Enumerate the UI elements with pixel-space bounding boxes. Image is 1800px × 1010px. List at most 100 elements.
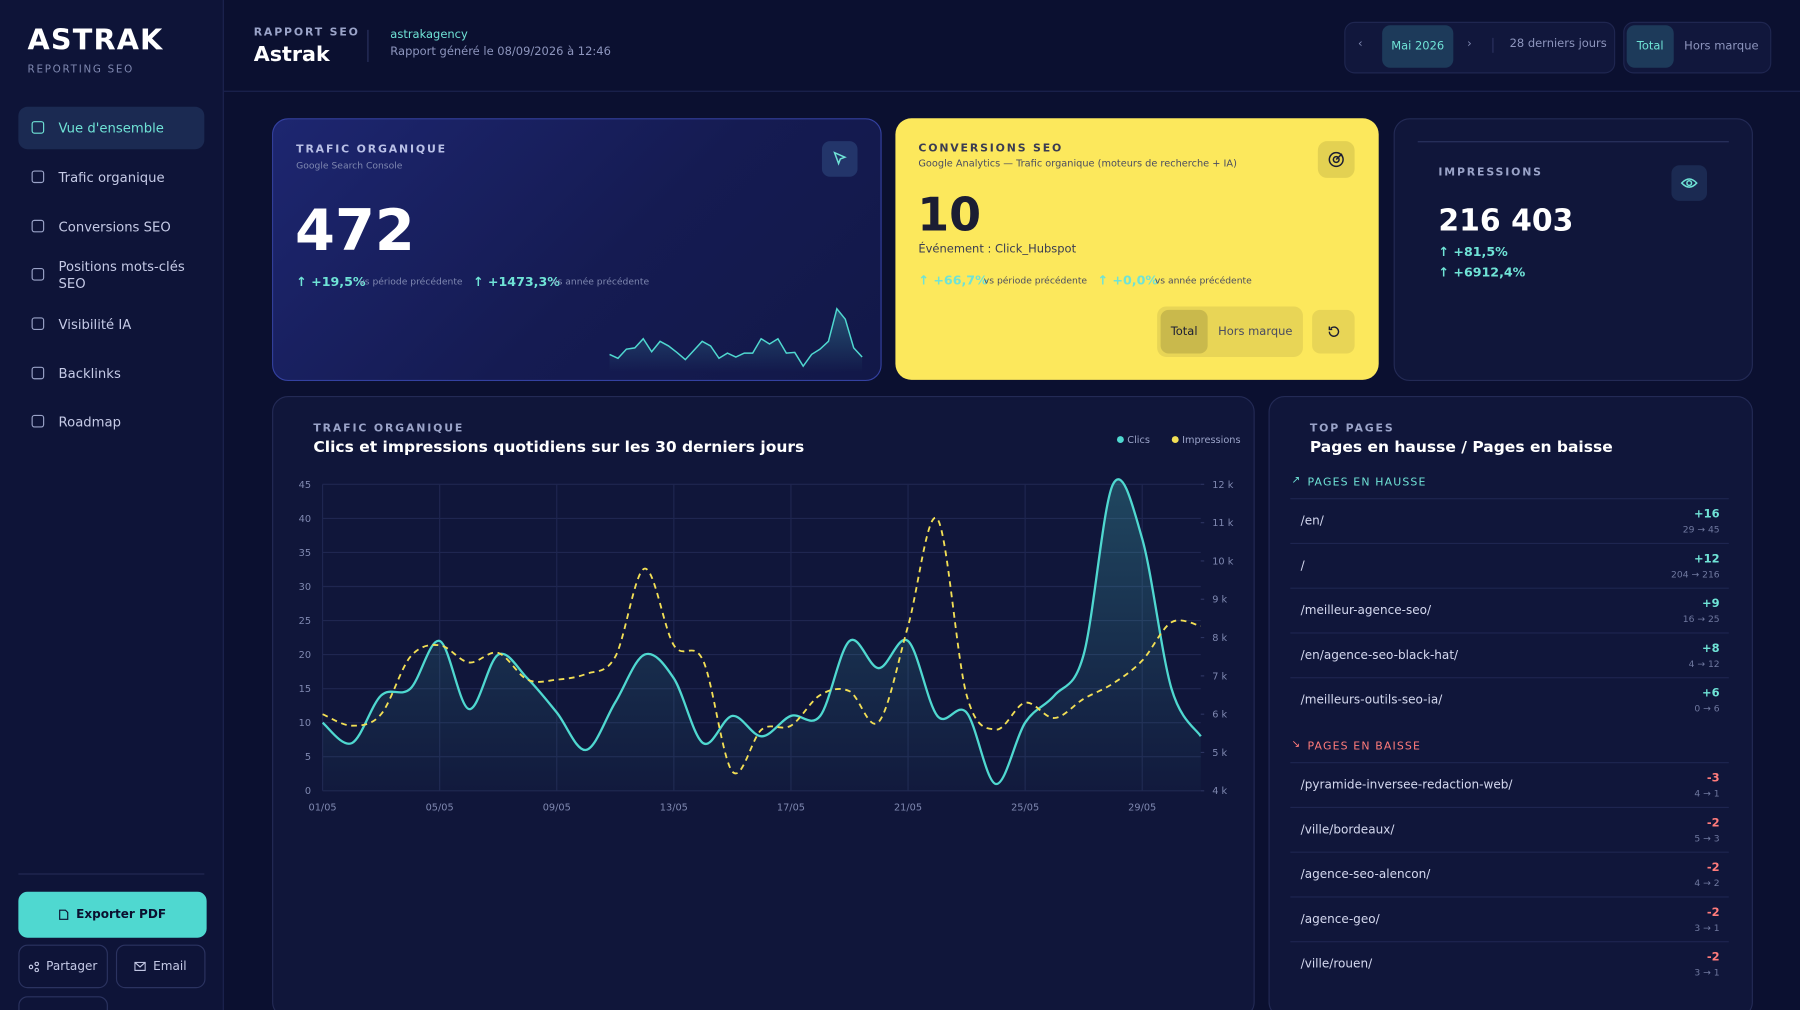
kpi-change-value: +6912,4%	[1453, 265, 1526, 281]
page-row[interactable]: /agence-geo/ -2 3 → 1	[1290, 896, 1729, 942]
page-delta: -2	[1706, 861, 1720, 875]
icon-shape	[31, 414, 45, 428]
icon-shape	[31, 366, 45, 380]
nav-label: Conversions SEO	[58, 218, 171, 235]
page-row[interactable]: /en/ +16 29 → 45	[1290, 498, 1729, 544]
nav-item[interactable]: Roadmap	[18, 401, 204, 443]
kpi-value: 216 403	[1438, 204, 1574, 239]
logo-tagline: REPORTING SEO	[27, 64, 135, 76]
refresh-button[interactable]	[1312, 309, 1355, 354]
period-label[interactable]: 28 derniers jours	[1509, 37, 1607, 51]
kpi-change-value: +0,0%	[1112, 273, 1159, 289]
kpi-value: 472	[295, 197, 415, 264]
more-button[interactable]	[18, 996, 108, 1010]
page-path: /ville/rouen/	[1300, 957, 1373, 971]
y2-tick-label: 7 k	[1212, 671, 1227, 682]
trend-icon: ↘	[1291, 739, 1301, 751]
kpi-change: ↑ +66,7%	[918, 273, 988, 289]
x-tick-label: 13/05	[660, 802, 688, 813]
header-divider	[367, 29, 369, 62]
kpi-label: IMPRESSIONS	[1438, 166, 1543, 180]
export-label: Exporter PDF	[76, 907, 167, 922]
nav-item[interactable]: Backlinks	[18, 352, 204, 394]
y2-tick-label: 6 k	[1212, 710, 1227, 721]
kpi-source: Google Search Console	[296, 160, 403, 172]
area	[322, 479, 1201, 791]
header-title: Astrak	[253, 42, 330, 67]
nav-item[interactable]: Visibilité IA	[18, 303, 204, 345]
sidebar	[0, 0, 224, 1010]
y-tick-label: 0	[305, 786, 311, 797]
next-month[interactable]: ›	[1467, 37, 1472, 51]
segment-brandless[interactable]: Hors marque	[1678, 25, 1764, 67]
kpi-change-value: +81,5%	[1453, 244, 1508, 260]
eye-icon	[1680, 178, 1698, 188]
kpi-change-value: +1473,3%	[487, 274, 560, 290]
kpi-value: 10	[917, 189, 982, 243]
kpi-change-context: vs année précédente	[1154, 275, 1252, 286]
y2-tick-label: 10 k	[1212, 556, 1234, 567]
segment-label: Total	[1636, 40, 1664, 53]
page-row[interactable]: /pyramide-inversee-redaction-web/ -3 4 → 1	[1290, 762, 1729, 808]
email-label: Email	[153, 959, 187, 974]
y-tick-label: 20	[299, 650, 311, 661]
icon-shape	[31, 170, 45, 184]
page-range: 0 → 6	[1694, 703, 1720, 714]
nav-item[interactable]: Conversions SEO	[18, 205, 204, 247]
nav-item[interactable]: Vue d'ensemble	[18, 106, 205, 150]
pdf-icon	[59, 909, 69, 920]
x-tick-label: 25/05	[1011, 802, 1039, 813]
page-row[interactable]: /agence-seo-alencon/ -2 4 → 2	[1290, 851, 1729, 898]
kpi-change: ↑ +81,5%	[1438, 244, 1508, 260]
page-path: /ville/bordeaux/	[1300, 822, 1395, 837]
export-button[interactable]: Exporter PDF	[18, 891, 207, 938]
top-pages-title: Pages en hausse / Pages en baisse	[1309, 438, 1613, 457]
kpi-label: TRAFIC ORGANIQUE	[296, 143, 447, 157]
trend-icon: ↗	[1291, 475, 1301, 487]
page-delta: -2	[1706, 951, 1720, 965]
picker-divider	[1492, 37, 1494, 53]
kpi-icon	[821, 141, 858, 177]
page-row[interactable]: /ville/bordeaux/ -2 5 → 3	[1290, 806, 1729, 853]
segment-total[interactable]: Total	[1160, 309, 1208, 354]
chart-title: Clics et impressions quotidiens sur les …	[313, 438, 805, 457]
kpi-change-value: +19,5%	[311, 274, 366, 290]
top-pages-eyebrow: TOP PAGES	[1309, 422, 1395, 435]
y-tick-label: 5	[305, 752, 311, 763]
kpi-icon	[1671, 165, 1708, 201]
y-tick-label: 15	[299, 684, 311, 695]
sparkline	[609, 307, 863, 372]
page-row[interactable]: / +12 204 → 216	[1290, 542, 1729, 589]
prev-month[interactable]: ‹	[1358, 37, 1363, 51]
page-delta: +6	[1702, 687, 1720, 701]
section-title: PAGES EN HAUSSE	[1307, 476, 1427, 489]
kpi-change: ↑ +1473,3%	[472, 274, 560, 290]
page-range: 29 → 45	[1682, 524, 1720, 535]
sparkline-area	[609, 308, 863, 372]
kpi-source: Google Analytics — Trafic organique (mot…	[918, 158, 1237, 170]
page-range: 3 → 1	[1694, 922, 1720, 934]
page-row[interactable]: /en/agence-seo-black-hat/ +8 4 → 12	[1290, 632, 1729, 678]
page-path: /agence-seo-alencon/	[1300, 867, 1431, 882]
nav-item[interactable]: Positions mots-clés SEO	[18, 254, 204, 296]
page-row[interactable]: /meilleur-agence-seo/ +9 16 → 25	[1290, 587, 1729, 634]
nav-item[interactable]: Trafic organique	[18, 156, 204, 198]
page-row[interactable]: /meilleurs-outils-seo-ia/ +6 0 → 6	[1290, 677, 1729, 723]
header-eyebrow: RAPPORT SEO	[253, 26, 360, 40]
page-path: /agence-geo/	[1300, 912, 1380, 927]
segment-total[interactable]: Total	[1626, 25, 1674, 68]
share-button[interactable]: Partager	[18, 944, 108, 989]
page-range: 204 → 216	[1671, 569, 1720, 580]
icon-shape	[31, 267, 45, 281]
nav-label: Visibilité IA	[58, 315, 132, 332]
email-button[interactable]: Email	[115, 944, 206, 989]
chart-panel: TRAFIC ORGANIQUE Clics et impressions qu…	[272, 395, 1255, 1010]
nav-icon	[31, 366, 45, 380]
legend-label: Clics	[1127, 435, 1150, 446]
segment-brandless[interactable]: Hors marque	[1212, 310, 1298, 354]
page-row[interactable]: /ville/rouen/ -2 3 → 1	[1290, 941, 1729, 987]
sparkline-line	[609, 307, 863, 368]
divider	[18, 873, 205, 875]
y2-tick-label: 4 k	[1212, 786, 1227, 797]
month-chip[interactable]: Mai 2026	[1382, 25, 1454, 68]
